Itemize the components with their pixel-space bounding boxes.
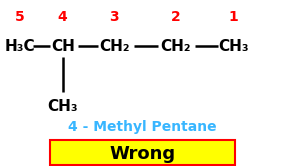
Text: Wrong: Wrong <box>109 145 176 163</box>
Text: 4 - Methyl Pentane: 4 - Methyl Pentane <box>68 120 217 134</box>
Text: CH: CH <box>51 39 75 54</box>
Text: CH₂: CH₂ <box>99 39 129 54</box>
Text: CH₂: CH₂ <box>160 39 191 54</box>
Text: CH₃: CH₃ <box>47 99 78 114</box>
Text: 2: 2 <box>170 10 180 24</box>
Text: 3: 3 <box>109 10 119 24</box>
Text: 4: 4 <box>58 10 68 24</box>
Text: 5: 5 <box>15 10 25 24</box>
Text: 1: 1 <box>229 10 239 24</box>
FancyBboxPatch shape <box>50 140 235 165</box>
Text: H₃C: H₃C <box>5 39 35 54</box>
Text: CH₃: CH₃ <box>218 39 249 54</box>
